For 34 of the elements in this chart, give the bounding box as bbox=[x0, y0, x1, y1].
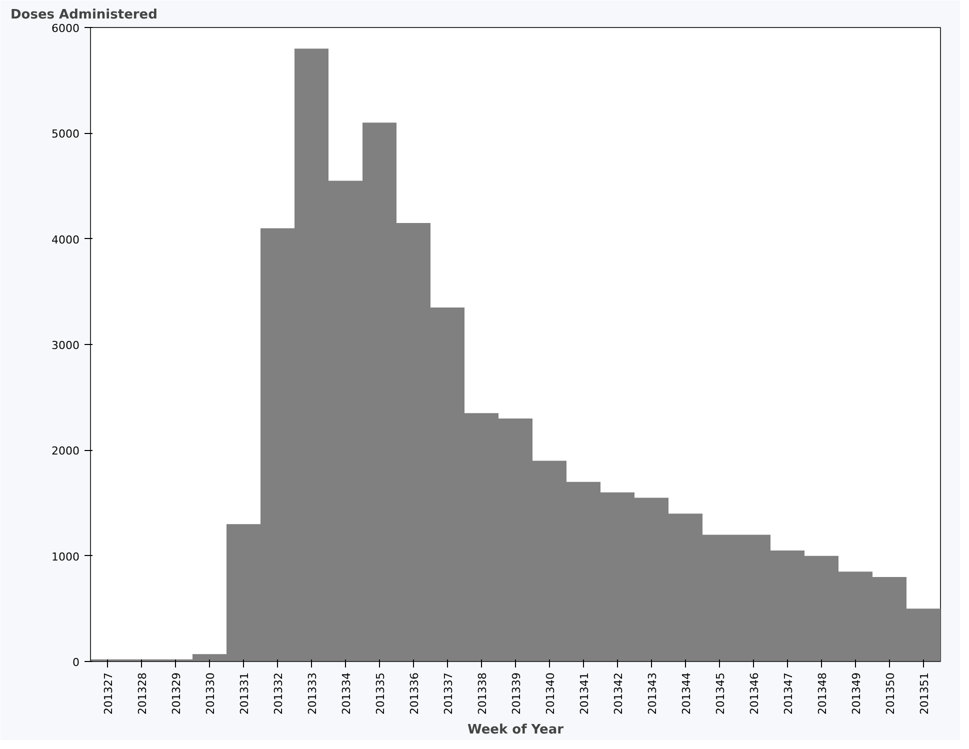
x-tick-label: 201337 bbox=[442, 672, 455, 714]
y-tick-label: 6000 bbox=[52, 22, 80, 35]
x-axis-title: Week of Year bbox=[467, 722, 564, 738]
x-tick-label: 201331 bbox=[238, 672, 251, 714]
x-tick-label: 201346 bbox=[748, 672, 761, 714]
x-tick-label: 201332 bbox=[272, 672, 285, 714]
x-tick-label: 201345 bbox=[714, 672, 727, 714]
x-tick-label: 201339 bbox=[510, 672, 523, 714]
x-tick-label: 201334 bbox=[340, 672, 353, 714]
x-tick-label: 201348 bbox=[816, 672, 829, 714]
x-tick-label: 201350 bbox=[884, 672, 897, 714]
y-tick-label: 4000 bbox=[52, 233, 80, 246]
x-tick-label: 201343 bbox=[646, 672, 659, 714]
y-tick-label: 3000 bbox=[52, 339, 80, 352]
x-tick-label: 201349 bbox=[850, 672, 863, 714]
y-axis-title: Doses Administered bbox=[10, 8, 158, 22]
x-tick-label: 201330 bbox=[204, 672, 217, 714]
y-tick-label: 1000 bbox=[52, 550, 80, 564]
x-tick-label: 201328 bbox=[136, 672, 149, 714]
y-tick-label: 0 bbox=[72, 656, 80, 669]
x-tick-label: 201338 bbox=[476, 672, 489, 714]
x-tick-label: 201329 bbox=[170, 672, 183, 714]
x-tick-label: 201347 bbox=[782, 672, 795, 714]
x-tick-label: 201351 bbox=[918, 672, 931, 714]
x-tick-label: 201341 bbox=[578, 672, 591, 714]
y-tick-label: 2000 bbox=[52, 444, 80, 458]
x-tick-label: 201335 bbox=[374, 672, 387, 714]
x-tick-label: 201342 bbox=[612, 672, 625, 714]
y-tick-label: 5000 bbox=[52, 128, 80, 141]
x-tick-label: 201333 bbox=[306, 672, 319, 714]
x-tick-label: 201344 bbox=[680, 672, 693, 714]
x-tick-label: 201327 bbox=[102, 672, 115, 714]
x-tick-label: 201340 bbox=[544, 672, 557, 714]
x-tick-label: 201336 bbox=[408, 672, 421, 714]
